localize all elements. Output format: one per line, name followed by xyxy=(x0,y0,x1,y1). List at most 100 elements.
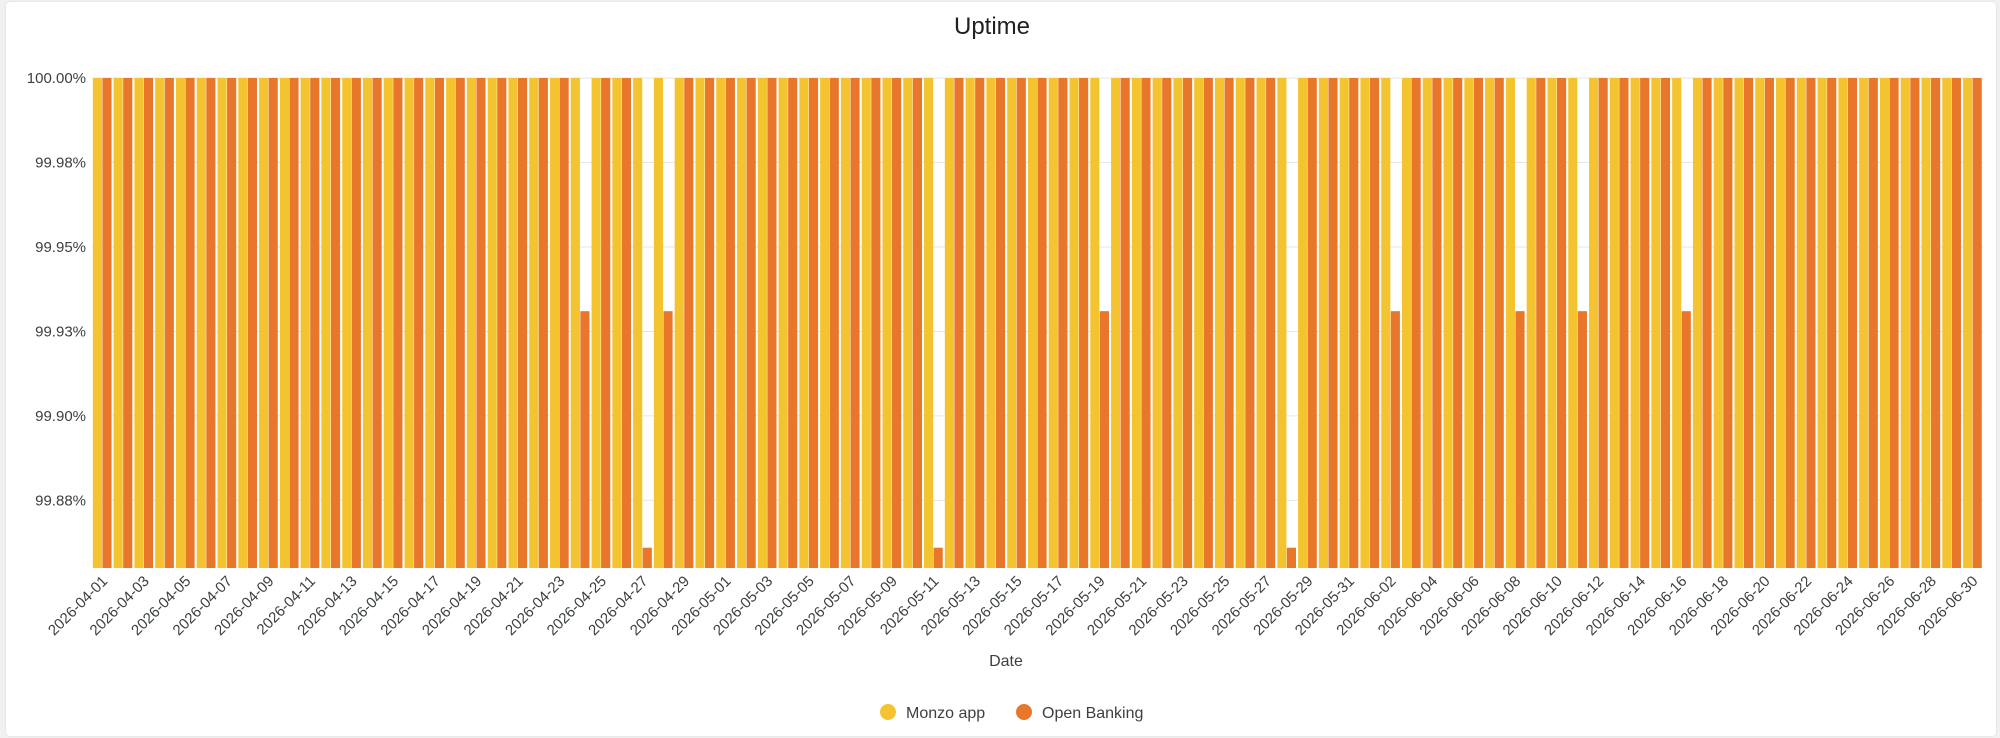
bar-open-banking[interactable] xyxy=(538,78,548,568)
bar-monzo-app[interactable] xyxy=(1526,78,1536,568)
bar-open-banking[interactable] xyxy=(829,78,839,568)
bar-monzo-app[interactable] xyxy=(487,78,497,568)
bar-monzo-app[interactable] xyxy=(196,78,206,568)
bar-monzo-app[interactable] xyxy=(1547,78,1557,568)
bar-monzo-app[interactable] xyxy=(757,78,767,568)
bar-monzo-app[interactable] xyxy=(1422,78,1432,568)
bar-open-banking[interactable] xyxy=(705,78,715,568)
bar-monzo-app[interactable] xyxy=(1464,78,1474,568)
bar-open-banking[interactable] xyxy=(892,78,902,568)
bar-open-banking[interactable] xyxy=(1453,78,1463,568)
bar-open-banking[interactable] xyxy=(684,78,694,568)
bar-monzo-app[interactable] xyxy=(1131,78,1141,568)
bar-monzo-app[interactable] xyxy=(300,78,310,568)
bar-open-banking[interactable] xyxy=(1847,78,1858,568)
bar-monzo-app[interactable] xyxy=(1651,78,1661,568)
bar-monzo-app[interactable] xyxy=(1485,78,1495,568)
bar-monzo-app[interactable] xyxy=(425,78,435,568)
bar-monzo-app[interactable] xyxy=(1401,78,1412,568)
bar-monzo-app[interactable] xyxy=(570,78,580,568)
bar-monzo-app[interactable] xyxy=(321,78,331,568)
bar-open-banking[interactable] xyxy=(1785,78,1795,568)
bar-open-banking[interactable] xyxy=(164,78,174,568)
bar-open-banking[interactable] xyxy=(1037,78,1047,568)
bar-open-banking[interactable] xyxy=(1744,78,1754,568)
bar-monzo-app[interactable] xyxy=(1963,78,1973,568)
bar-monzo-app[interactable] xyxy=(1111,78,1121,568)
bar-open-banking[interactable] xyxy=(185,78,195,568)
bar-open-banking[interactable] xyxy=(1411,78,1421,568)
bar-open-banking[interactable] xyxy=(1827,78,1837,568)
bar-open-banking[interactable] xyxy=(289,78,299,568)
legend-item-open-banking[interactable]: Open Banking xyxy=(1016,704,1143,722)
bar-open-banking[interactable] xyxy=(1868,78,1878,568)
bar-open-banking[interactable] xyxy=(1972,78,1982,568)
bar-monzo-app[interactable] xyxy=(1505,78,1516,568)
bar-open-banking[interactable] xyxy=(850,78,860,568)
bar-open-banking[interactable] xyxy=(434,78,445,568)
bar-open-banking[interactable] xyxy=(1016,78,1026,568)
bar-open-banking[interactable] xyxy=(517,78,528,568)
bar-open-banking[interactable] xyxy=(1286,547,1296,568)
bar-open-banking[interactable] xyxy=(1931,78,1941,568)
bar-open-banking[interactable] xyxy=(414,78,424,568)
bar-monzo-app[interactable] xyxy=(155,78,165,568)
bar-monzo-app[interactable] xyxy=(965,78,975,568)
bar-monzo-app[interactable] xyxy=(342,78,352,568)
bar-open-banking[interactable] xyxy=(268,78,278,568)
bar-monzo-app[interactable] xyxy=(1589,78,1599,568)
bar-monzo-app[interactable] xyxy=(674,78,684,568)
bar-open-banking[interactable] xyxy=(1099,311,1109,568)
bar-monzo-app[interactable] xyxy=(820,78,830,568)
bar-monzo-app[interactable] xyxy=(1755,78,1765,568)
bar-monzo-app[interactable] xyxy=(1007,78,1017,568)
bar-open-banking[interactable] xyxy=(954,78,964,568)
bar-open-banking[interactable] xyxy=(1390,311,1400,568)
bar-monzo-app[interactable] xyxy=(1859,78,1869,568)
bar-open-banking[interactable] xyxy=(912,78,922,568)
bar-monzo-app[interactable] xyxy=(778,78,788,568)
bar-open-banking[interactable] xyxy=(102,78,112,568)
bar-monzo-app[interactable] xyxy=(1900,78,1910,568)
bar-monzo-app[interactable] xyxy=(1672,78,1682,568)
bar-open-banking[interactable] xyxy=(1723,78,1733,568)
bar-open-banking[interactable] xyxy=(621,78,632,568)
bar-monzo-app[interactable] xyxy=(1776,78,1786,568)
bar-open-banking[interactable] xyxy=(725,78,735,568)
bar-open-banking[interactable] xyxy=(1120,78,1130,568)
bar-monzo-app[interactable] xyxy=(404,78,414,568)
bar-open-banking[interactable] xyxy=(123,78,133,568)
bar-open-banking[interactable] xyxy=(1536,78,1546,568)
bar-monzo-app[interactable] xyxy=(612,78,622,568)
bar-open-banking[interactable] xyxy=(1619,78,1629,568)
bar-monzo-app[interactable] xyxy=(362,78,373,568)
bar-monzo-app[interactable] xyxy=(1277,78,1287,568)
bar-monzo-app[interactable] xyxy=(799,78,809,568)
bar-monzo-app[interactable] xyxy=(716,78,726,568)
bar-monzo-app[interactable] xyxy=(1235,78,1245,568)
bar-monzo-app[interactable] xyxy=(1734,78,1744,568)
bar-monzo-app[interactable] xyxy=(1069,78,1079,568)
bar-monzo-app[interactable] xyxy=(1692,78,1703,568)
bar-open-banking[interactable] xyxy=(1432,78,1442,568)
bar-open-banking[interactable] xyxy=(871,78,881,568)
bar-monzo-app[interactable] xyxy=(238,78,248,568)
bar-open-banking[interactable] xyxy=(476,78,486,568)
bar-open-banking[interactable] xyxy=(995,78,1006,568)
bar-monzo-app[interactable] xyxy=(1796,78,1806,568)
bar-monzo-app[interactable] xyxy=(550,78,560,568)
bar-open-banking[interactable] xyxy=(1349,78,1359,568)
bar-open-banking[interactable] xyxy=(1203,78,1213,568)
legend[interactable]: Monzo app Open Banking xyxy=(880,704,1143,722)
bar-monzo-app[interactable] xyxy=(1152,78,1162,568)
bar-monzo-app[interactable] xyxy=(508,78,518,568)
bar-open-banking[interactable] xyxy=(580,311,590,568)
legend-item-monzo-app[interactable]: Monzo app xyxy=(880,704,985,722)
bar-open-banking[interactable] xyxy=(1702,78,1712,568)
bar-monzo-app[interactable] xyxy=(882,78,892,568)
bar-open-banking[interactable] xyxy=(351,78,361,568)
bar-monzo-app[interactable] xyxy=(466,78,477,568)
bar-open-banking[interactable] xyxy=(1494,78,1504,568)
bar-open-banking[interactable] xyxy=(1141,78,1151,568)
bar-monzo-app[interactable] xyxy=(446,78,456,568)
